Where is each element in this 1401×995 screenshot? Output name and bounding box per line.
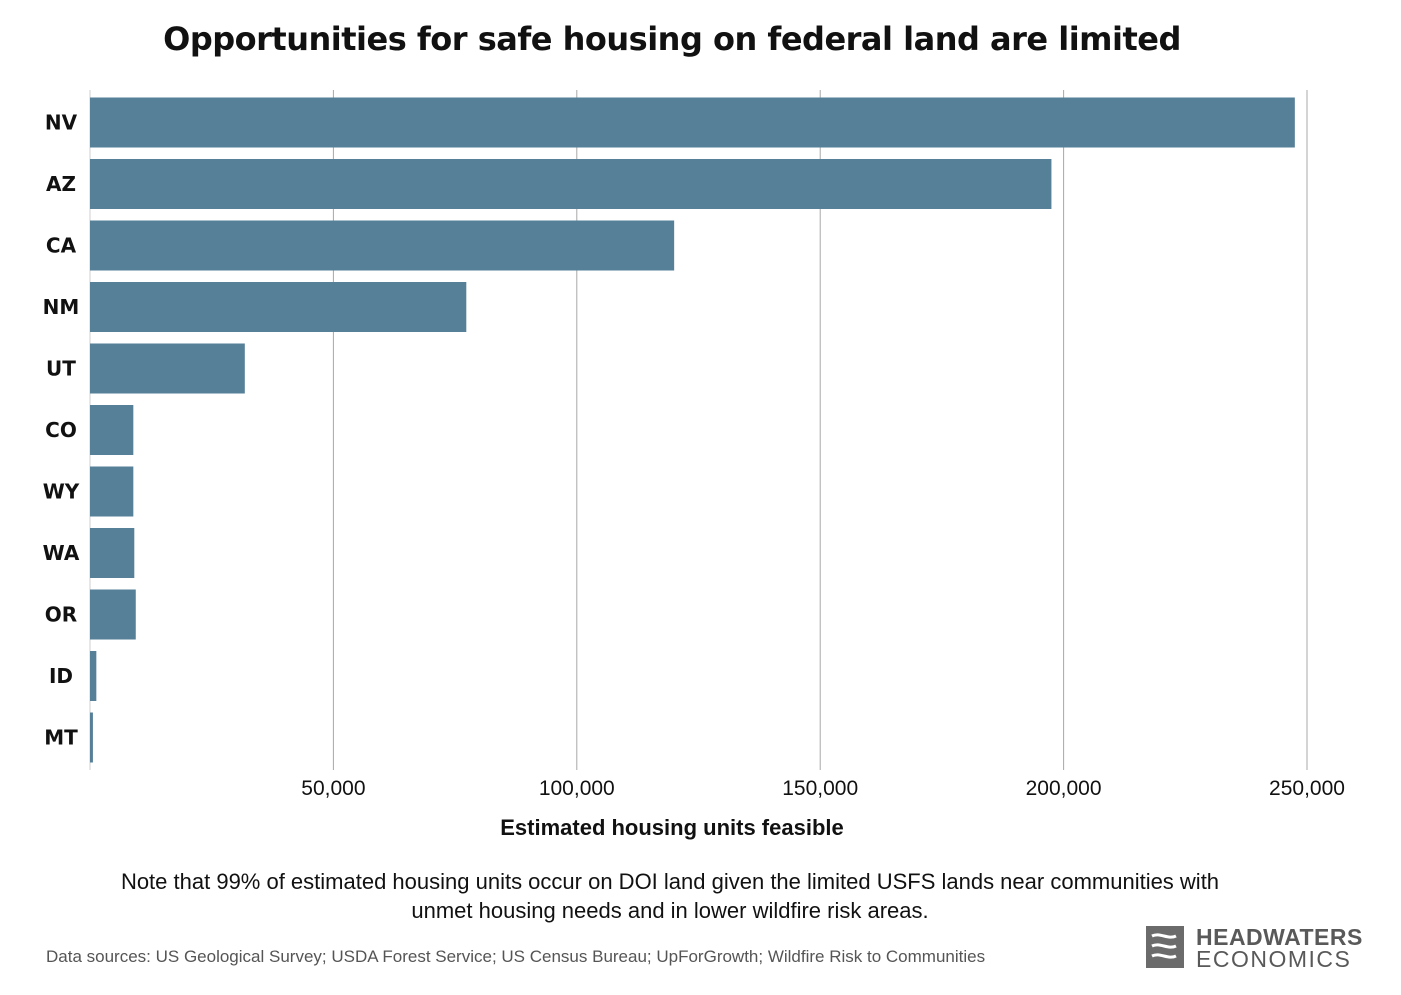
headwaters-economics-logo: HEADWATERS ECONOMICS bbox=[1146, 924, 1362, 972]
logo-line-2: ECONOMICS bbox=[1196, 946, 1352, 972]
bar-ca bbox=[90, 220, 675, 271]
bar-chart: NV AZ CA NM UT CO WY WA OR ID MT 50,000 100,000 150,… bbox=[43, 90, 1345, 840]
bar-mt bbox=[90, 712, 93, 763]
bar-az bbox=[90, 159, 1052, 209]
bar-wa bbox=[90, 528, 135, 578]
bar-nv bbox=[90, 97, 1295, 148]
bar-or bbox=[90, 589, 136, 640]
category-label: OR bbox=[45, 603, 77, 627]
bar-ut bbox=[90, 343, 245, 394]
bar-wy bbox=[90, 466, 134, 517]
x-tick-label: 250,000 bbox=[1269, 777, 1345, 800]
category-label: WY bbox=[43, 480, 80, 504]
bar-nm bbox=[90, 282, 467, 332]
category-label: NV bbox=[45, 111, 78, 135]
x-tick-label: 100,000 bbox=[539, 777, 615, 800]
x-tick-labels: 50,000 100,000 150,000 200,000 250,000 bbox=[301, 777, 1345, 800]
bar-id bbox=[90, 651, 97, 701]
x-tick-label: 50,000 bbox=[301, 777, 365, 800]
x-tick-label: 200,000 bbox=[1026, 777, 1102, 800]
chart-title: Opportunities for safe housing on federa… bbox=[163, 20, 1181, 58]
bars bbox=[90, 97, 1295, 763]
x-axis-title: Estimated housing units feasible bbox=[500, 815, 844, 840]
category-label: CA bbox=[46, 234, 77, 258]
category-label: ID bbox=[49, 664, 73, 688]
x-tick-label: 150,000 bbox=[782, 777, 858, 800]
category-label: MT bbox=[44, 726, 78, 750]
category-label: NM bbox=[43, 295, 80, 319]
logo-mark-icon bbox=[1146, 926, 1184, 968]
chart-note: Note that 99% of estimated housing units… bbox=[120, 869, 1220, 923]
category-label: AZ bbox=[46, 172, 76, 196]
bar-co bbox=[90, 405, 134, 455]
data-sources: Data sources: US Geological Survey; USDA… bbox=[46, 947, 986, 966]
logo-line-1: HEADWATERS bbox=[1196, 924, 1363, 950]
category-label: WA bbox=[43, 541, 80, 565]
category-labels: NV AZ CA NM UT CO WY WA OR ID MT bbox=[43, 111, 80, 750]
category-label: CO bbox=[45, 418, 77, 442]
category-label: UT bbox=[46, 357, 76, 381]
